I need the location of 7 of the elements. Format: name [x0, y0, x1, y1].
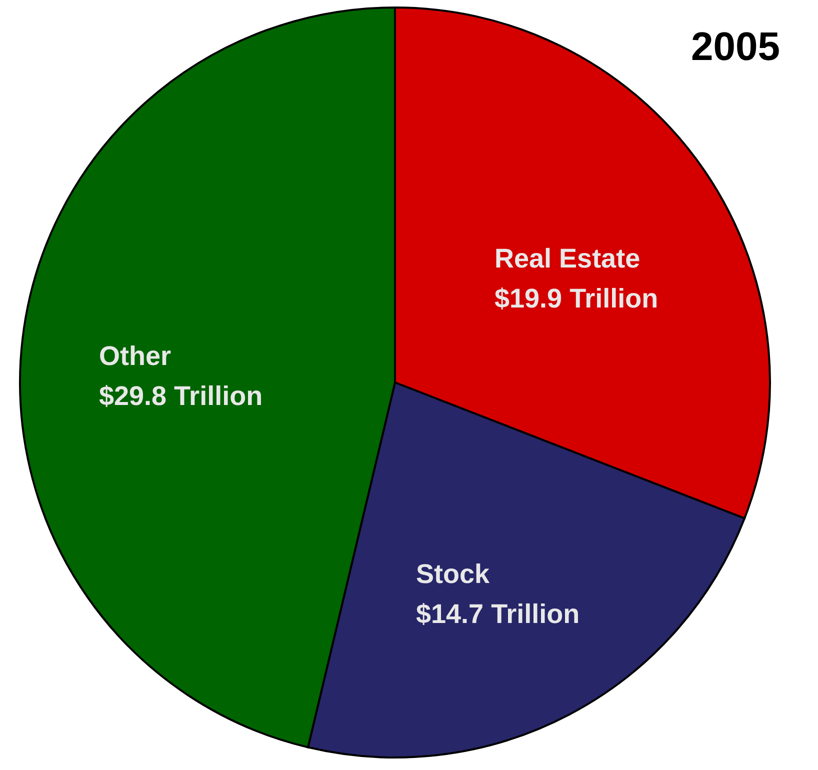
data-label: $29.8 Trillion	[98, 381, 263, 412]
slice-label: Other	[98, 341, 172, 372]
slice-label: Stock	[416, 559, 491, 590]
slice-label: Real Estate	[494, 244, 640, 274]
data-label: $19.9 Trillion	[494, 284, 658, 314]
data-label: $14.7 Trillion	[416, 599, 580, 630]
text: 2005	[691, 25, 780, 69]
